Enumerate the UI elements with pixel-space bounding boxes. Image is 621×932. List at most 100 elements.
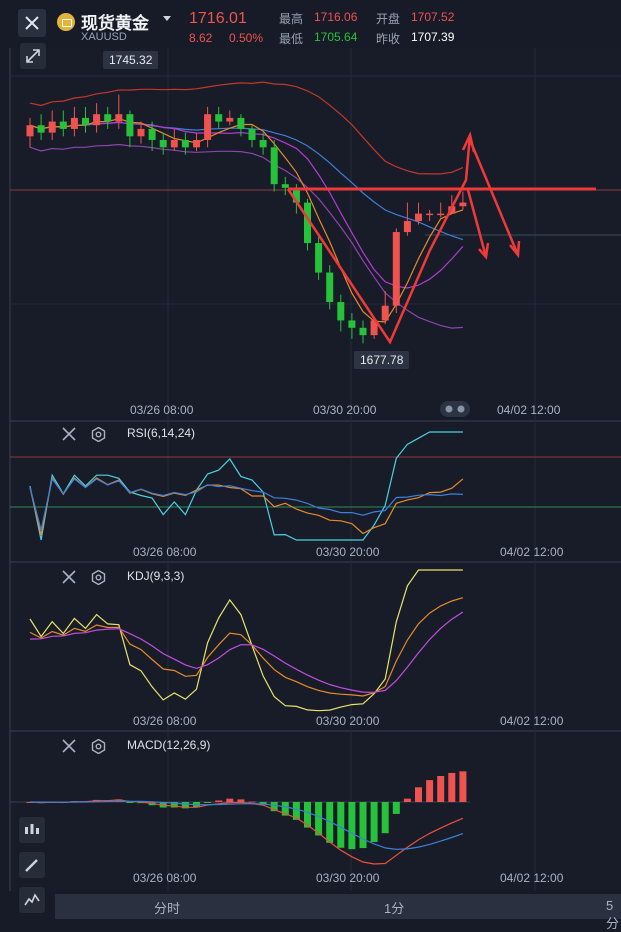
candle-body [403,221,411,233]
collapse-button[interactable] [20,43,46,69]
candle-body [48,121,56,133]
candle-body [237,117,245,129]
x-axis-label: 04/02 12:00 [500,545,564,559]
x-axis-label: 04/02 12:00 [500,714,564,728]
macd-dif-line [29,799,464,865]
price-change-percent: 0.50% [229,31,264,45]
macd-histogram-bar [315,802,323,836]
high-price-label: 1745.32 [103,51,159,69]
stat-value-low: 1705.64 [314,30,358,44]
candle-body [381,305,389,321]
macd-histogram-bar [337,802,345,848]
candle-body [226,117,234,122]
macd-histogram-bar [326,802,334,843]
stat-label-open: 开盘 [376,12,401,26]
tab-1min[interactable]: 1分 [384,901,405,916]
macd-histogram-bar [304,802,311,828]
candle-body [348,320,356,328]
x-axis-label: 04/02 12:00 [500,871,564,885]
macd-histogram-bar [270,802,278,812]
close-icon[interactable] [62,570,76,584]
candle-body [337,302,345,321]
candle-body [115,114,123,122]
scroll-indicator[interactable] [440,401,470,417]
candle-style-button[interactable] [19,817,45,843]
stat-value-prevclose: 1707.39 [411,30,455,44]
candle-body [370,320,378,336]
candle-body [259,139,267,148]
price-change: 8.62 [189,31,213,45]
candle-body [82,117,89,126]
candlestick-icon [25,824,39,834]
kdj-d-line [29,611,464,693]
macd-layer [26,771,467,865]
macd-histogram-bar [381,802,389,834]
macd-histogram-bar [370,802,378,843]
candle-body [104,114,112,122]
x-axis-label: 04/02 12:00 [497,403,561,417]
stat-label-high: 最高 [279,12,304,26]
gold-coin-icon [57,13,75,31]
candle-body [437,213,445,216]
macd-histogram-bar [215,800,223,802]
gear-icon[interactable] [91,739,106,754]
stat-label-prevclose: 昨收 [376,32,401,46]
macd-histogram-bar [448,772,456,802]
gear-icon[interactable] [91,570,106,585]
close-icon[interactable] [62,739,76,753]
x-axis-label: 03/30 20:00 [316,714,380,728]
candle-body [170,139,178,148]
indicator-button[interactable] [19,887,45,913]
candle-body [359,327,367,336]
macd-title: MACD(12,26,9) [127,738,211,752]
close-icon [25,16,39,30]
gear-icon[interactable] [91,427,106,442]
candle-body [326,272,334,303]
x-axis-label: 03/30 20:00 [316,871,380,885]
close-button[interactable] [18,9,46,37]
close-icon[interactable] [62,427,76,441]
macd-histogram-bar [248,801,256,803]
kdj-layer [29,569,464,712]
kdj-j-line [29,569,463,712]
kdj-title: KDJ(9,3,3) [127,569,185,583]
tab-5min[interactable]: 5分 [606,898,620,931]
draw-tool-button[interactable] [19,852,45,878]
macd-histogram-bar [292,802,300,820]
macd-histogram-bar [181,802,189,809]
candle-body [292,187,300,203]
candle-body [181,139,189,148]
candle-body [70,117,78,129]
chevron-down-icon[interactable] [163,16,171,21]
macd-histogram-bar [237,799,245,802]
candle-body [315,243,323,273]
kdj-panel-bg [10,564,621,729]
candle-body [248,128,256,140]
candle-body [148,128,156,140]
macd-dea-line [29,800,464,851]
rsi-panel-bg [10,423,621,560]
candle-body [281,184,289,188]
candle-body [270,147,278,185]
candle-body [204,114,212,140]
symbol-name[interactable]: 现货黄金 [81,14,149,33]
macd-histogram-bar [426,780,434,802]
candle-body [37,125,45,133]
candle-body [459,202,467,207]
macd-histogram-bar [403,798,411,802]
stat-value-open: 1707.52 [411,10,455,24]
candle-body [415,213,422,221]
symbol-code: XAUUSD [81,31,127,43]
tab-timeshare[interactable]: 分时 [154,901,181,916]
scroll-dot [457,405,465,413]
scroll-dot [445,405,453,413]
x-axis-label: 03/26 08:00 [130,403,194,417]
x-axis-label: 03/26 08:00 [133,871,197,885]
line-chart-icon [24,893,40,906]
stat-value-high: 1716.06 [314,10,358,24]
macd-histogram-bar [415,787,422,802]
candle-body [126,114,134,137]
stat-label-low: 最低 [279,32,304,46]
rsi24-line [29,477,463,531]
